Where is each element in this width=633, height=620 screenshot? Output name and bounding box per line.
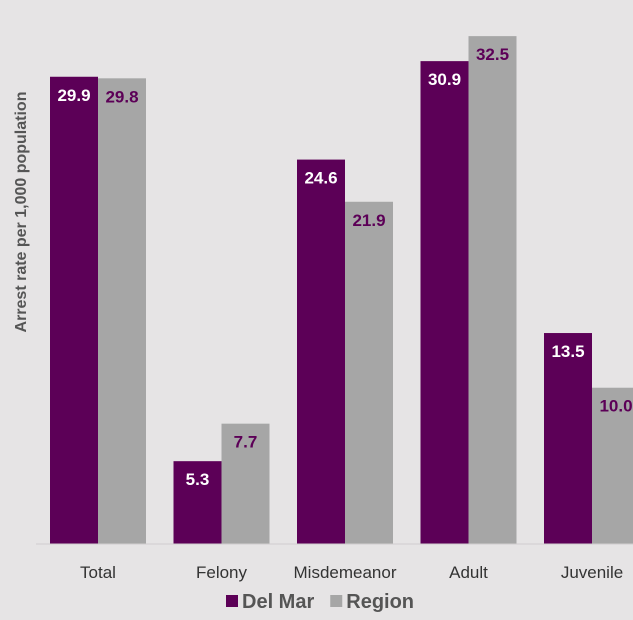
y-axis-label: Arrest rate per 1,000 population xyxy=(13,92,30,333)
legend-label-region: Region xyxy=(346,591,414,613)
value-label-region-total: 29.8 xyxy=(105,87,138,106)
category-label-felony: Felony xyxy=(196,563,248,582)
category-label-misdemeanor: Misdemeanor xyxy=(294,563,397,582)
bar-region-total xyxy=(98,78,146,544)
value-label-region-juvenile: 10.0 xyxy=(599,397,632,416)
category-label-total: Total xyxy=(80,563,116,582)
value-label-del-mar-felony: 5.3 xyxy=(186,470,210,489)
bar-del-mar-misdemeanor xyxy=(297,159,345,544)
value-label-del-mar-adult: 30.9 xyxy=(428,70,461,89)
bar-del-mar-adult xyxy=(420,61,469,544)
value-label-del-mar-misdemeanor: 24.6 xyxy=(304,169,337,188)
value-label-del-mar-total: 29.9 xyxy=(57,86,90,105)
value-label-region-misdemeanor: 21.9 xyxy=(352,211,385,230)
legend-label-del-mar: Del Mar xyxy=(242,591,314,613)
bar-region-felony xyxy=(221,423,270,544)
legend-swatch-region xyxy=(330,595,343,607)
value-label-region-felony: 7.7 xyxy=(234,433,258,452)
value-labels-group: 29.9 29.8 5.3 7.7 24.6 21.9 30.9 32.5 13.5 10.0 xyxy=(57,45,632,489)
category-labels-group: Total Felony Misdemeanor Adult Juvenile xyxy=(80,563,623,582)
legend: Del Mar Region xyxy=(226,591,414,613)
bars-group xyxy=(50,36,633,545)
bar-del-mar-felony xyxy=(173,461,222,544)
legend-swatch-del-mar xyxy=(226,595,238,607)
bar-region-adult xyxy=(468,36,517,544)
bar-del-mar-total xyxy=(50,76,98,544)
bar-region-misdemeanor xyxy=(345,201,393,545)
value-label-del-mar-juvenile: 13.5 xyxy=(551,342,584,361)
bar-del-mar-juvenile xyxy=(544,333,592,544)
category-label-juvenile: Juvenile xyxy=(561,563,623,582)
value-label-region-adult: 32.5 xyxy=(476,45,509,64)
category-label-adult: Adult xyxy=(449,563,488,582)
bar-region-juvenile xyxy=(592,387,633,544)
